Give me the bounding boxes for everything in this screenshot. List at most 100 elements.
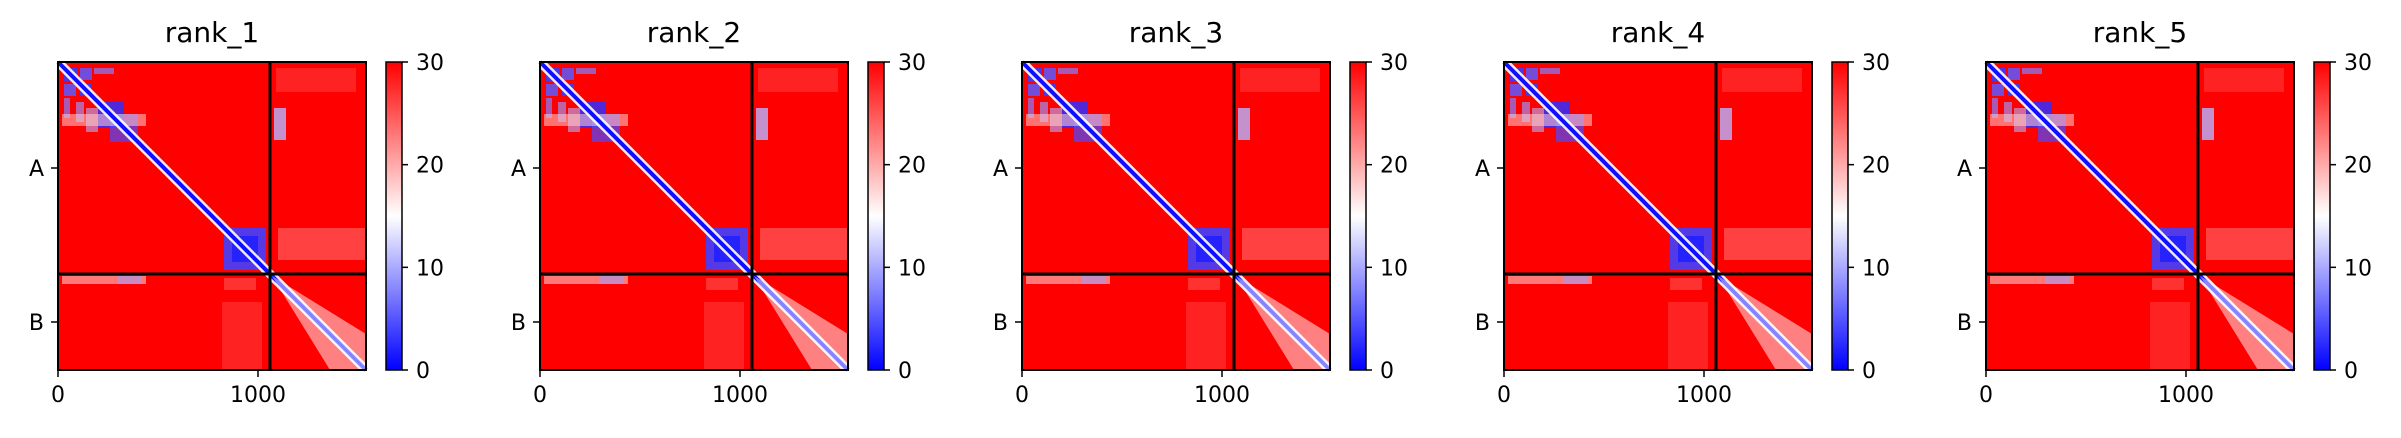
colorbar: 0 10 20 30 [385, 51, 444, 384]
y-tick-label: A [993, 157, 1008, 182]
heatmap-cell-block [756, 108, 768, 140]
heatmap-cell-block [224, 278, 256, 290]
colorbar-tick-label: 10 [2344, 256, 2372, 281]
heatmap-cell-block [546, 84, 558, 96]
heatmap-cell-block [562, 68, 574, 80]
heatmap-cell-block [1720, 108, 1732, 140]
colorbar: 0 10 20 30 [867, 51, 926, 384]
heatmap-frame [539, 61, 849, 371]
heatmap-panel-4: rank_4 A B 0 1000 0 10 20 30 [1475, 16, 1890, 408]
heatmap-cell-block [1044, 68, 1056, 80]
panel-title: rank_1 [165, 16, 259, 49]
heatmap-cell-block [64, 98, 70, 118]
heatmap-cell-block [62, 276, 146, 284]
heatmap-diagonal-wedge [272, 276, 366, 370]
heatmap-cell-block [1722, 68, 1802, 92]
heatmap-frame [1503, 61, 1813, 371]
colorbar-tick-label: 10 [416, 256, 444, 281]
heatmap-panel-5: rank_5 A B 0 1000 0 10 20 30 [1957, 16, 2372, 408]
heatmap-frame [1985, 61, 2295, 371]
colorbar-tick-label: 30 [898, 51, 926, 76]
x-tick-label: 0 [1979, 383, 1993, 408]
heatmap-frame [1021, 61, 1331, 371]
heatmap-cell-block [2022, 68, 2042, 74]
colorbar-gradient [385, 61, 403, 371]
heatmap-cell-block [1026, 114, 1110, 126]
colorbar-tick-label: 0 [1862, 359, 1876, 384]
heatmap-cell-block [1238, 108, 1250, 140]
x-tick-label: 0 [51, 383, 65, 408]
heatmap-cell-block [2202, 108, 2214, 140]
heatmap-cell-block [760, 228, 848, 260]
colorbar-tick-label: 20 [1862, 154, 1890, 179]
heatmap-cell-block [2046, 276, 2070, 284]
y-tick-label: B [29, 311, 44, 336]
heatmap-cell-block [1724, 228, 1812, 260]
heatmap [1500, 58, 1816, 374]
heatmap-cell-block [1242, 228, 1330, 260]
y-tick-label: A [511, 157, 526, 182]
heatmap-cell-block [704, 302, 744, 370]
heatmap-cell-block [544, 114, 628, 126]
heatmap-cell-block [1510, 98, 1516, 118]
colorbar-tick-label: 0 [898, 359, 912, 384]
heatmap-cell-block [1508, 276, 1592, 284]
heatmap-cell-block [276, 68, 356, 92]
panel-title: rank_5 [2093, 16, 2187, 49]
heatmap-cell-block [62, 114, 146, 126]
x-tick-label: 0 [533, 383, 547, 408]
heatmap-cell-block [2004, 102, 2012, 122]
heatmap-diagonal-wedge [754, 276, 848, 370]
colorbar-tick-label: 10 [1862, 256, 1890, 281]
heatmap-cell-block [1670, 278, 1702, 290]
heatmap-frame [57, 61, 367, 371]
x-tick-label: 1000 [1676, 383, 1732, 408]
heatmap-cell-block [1082, 276, 1106, 284]
colorbar-gradient [2313, 61, 2331, 371]
heatmap-cell-block [222, 302, 262, 370]
heatmap-cell-block [278, 228, 366, 260]
heatmap-cell-block [274, 108, 286, 140]
heatmap-cell-block [64, 84, 76, 96]
heatmap [1982, 58, 2298, 374]
heatmap-cell-block [558, 102, 566, 122]
heatmap-panel-2: rank_2 A B 0 1000 0 10 20 30 [511, 16, 926, 408]
y-tick-label: B [1957, 311, 1972, 336]
colorbar-tick-label: 20 [416, 154, 444, 179]
heatmap-cell-block [1028, 84, 1040, 96]
y-tick-label: B [511, 311, 526, 336]
heatmap-cell-block [1058, 68, 1078, 74]
y-tick-label: A [29, 157, 44, 182]
x-tick-label: 1000 [230, 383, 286, 408]
colorbar-tick-label: 0 [416, 359, 430, 384]
heatmap-cell-block [2008, 68, 2020, 80]
heatmap-cell-block [1992, 84, 2004, 96]
x-tick-label: 0 [1497, 383, 1511, 408]
heatmap-cell-block [1668, 302, 1708, 370]
heatmap-cell-block [1564, 276, 1588, 284]
colorbar: 0 10 20 30 [2313, 51, 2372, 384]
heatmap-cell-block [2204, 68, 2284, 92]
heatmap-cell-block [1026, 276, 1110, 284]
colorbar: 0 10 20 30 [1831, 51, 1890, 384]
y-tick-label: A [1957, 157, 1972, 182]
heatmap-cell-block [1040, 102, 1048, 122]
heatmap-cell-block [76, 102, 84, 122]
heatmap-diagonal-wedge [1236, 276, 1330, 370]
colorbar-tick-label: 30 [1380, 51, 1408, 76]
y-tick-label: B [993, 311, 1008, 336]
colorbar-tick-label: 0 [2344, 359, 2358, 384]
heatmap-cell-block [544, 276, 628, 284]
heatmap-cell-block [1508, 114, 1592, 126]
y-tick-label: B [1475, 311, 1490, 336]
colorbar-gradient [1831, 61, 1849, 371]
heatmap-cell-block [546, 98, 552, 118]
colorbar-tick-label: 20 [898, 154, 926, 179]
heatmap-cell-block [1188, 278, 1220, 290]
heatmap-cell-block [1240, 68, 1320, 92]
colorbar-tick-label: 10 [898, 256, 926, 281]
heatmap-cell-block [576, 68, 596, 74]
colorbar-tick-label: 30 [1862, 51, 1890, 76]
heatmap-cell-block [1540, 68, 1560, 74]
